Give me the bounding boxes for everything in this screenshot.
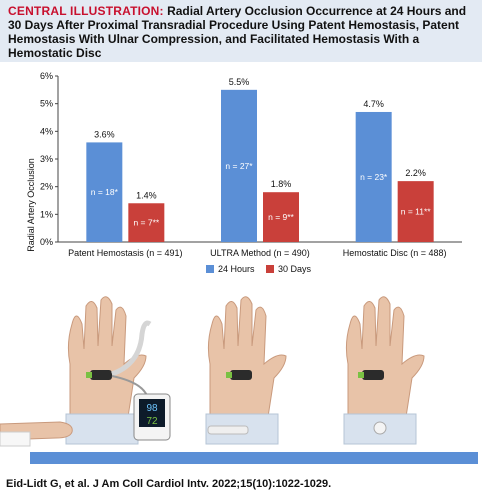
data-label: 1.8%	[271, 179, 292, 189]
data-label: 5.5%	[229, 77, 250, 87]
header-band: CENTRAL ILLUSTRATION: Radial Artery Occl…	[0, 0, 482, 62]
y-axis-label: Radial Artery Occlusion	[26, 158, 36, 252]
pulse-oximeter-sensor-1	[90, 370, 112, 380]
hand-patent-hemostasis-illustration: 98 72	[0, 296, 171, 447]
pulse-oximeter-sensor-2	[230, 370, 252, 380]
bar-count-label: n = 18*	[91, 187, 119, 197]
y-tick-label: 0%	[40, 237, 53, 247]
citation: Eid-Lidt G, et al. J Am Coll Cardiol Int…	[6, 478, 332, 490]
y-tick-label: 3%	[40, 154, 53, 164]
wrist-illustrations: 98 72	[0, 296, 478, 464]
hemostatic-disc	[373, 421, 387, 435]
legend-swatch	[266, 265, 274, 273]
ulnar-compression-band	[207, 425, 249, 435]
ulnar-compression-device	[111, 320, 152, 377]
data-label: 2.2%	[405, 168, 426, 178]
wristband-1	[65, 413, 139, 445]
bar-count-label: n = 7**	[133, 218, 159, 228]
legend-swatch	[206, 265, 214, 273]
hand-hemostatic-disc-illustration	[343, 296, 425, 445]
monitor-pulse-value: 72	[146, 416, 158, 427]
illustration-base-band	[30, 452, 478, 464]
bar	[355, 111, 392, 242]
bar	[86, 142, 123, 242]
title-text: Radial Artery Occlusion Occurrence at 24…	[8, 4, 467, 60]
bar-count-label: n = 23*	[360, 172, 388, 182]
y-tick-label: 4%	[40, 126, 53, 136]
page-title: CENTRAL ILLUSTRATION: Radial Artery Occl…	[8, 4, 476, 60]
bar-count-label: n = 27*	[225, 161, 253, 171]
bar	[397, 181, 434, 242]
y-tick-label: 5%	[40, 99, 53, 109]
data-label: 1.4%	[136, 190, 157, 200]
bar	[221, 89, 257, 242]
pulse-oximeter-sensor-3	[362, 370, 384, 380]
y-tick-label: 2%	[40, 182, 53, 192]
category-label: ULTRA Method (n = 490)	[210, 248, 310, 258]
y-tick-label: 1%	[40, 209, 53, 219]
legend-label: 30 Days	[278, 264, 312, 274]
monitor-spo2-value: 98	[146, 403, 158, 414]
bar-count-label: n = 9**	[268, 212, 294, 222]
data-label: 3.6%	[94, 129, 115, 139]
central-illustration-label: CENTRAL ILLUSTRATION:	[8, 4, 164, 18]
bar	[128, 203, 165, 242]
legend-label: 24 Hours	[218, 264, 255, 274]
hand-ultra-method-illustration	[205, 296, 287, 445]
category-label: Patent Hemostasis (n = 491)	[68, 248, 182, 258]
y-tick-label: 6%	[40, 71, 53, 81]
bar	[263, 192, 299, 242]
category-label: Hemostatic Disc (n = 488)	[343, 248, 447, 258]
bar-count-label: n = 11**	[401, 207, 432, 217]
data-label: 4.7%	[363, 99, 384, 109]
bar-chart: Radial Artery Occlusion 0% 1% 2% 3% 4% 5% 6% 3.…	[26, 71, 462, 274]
